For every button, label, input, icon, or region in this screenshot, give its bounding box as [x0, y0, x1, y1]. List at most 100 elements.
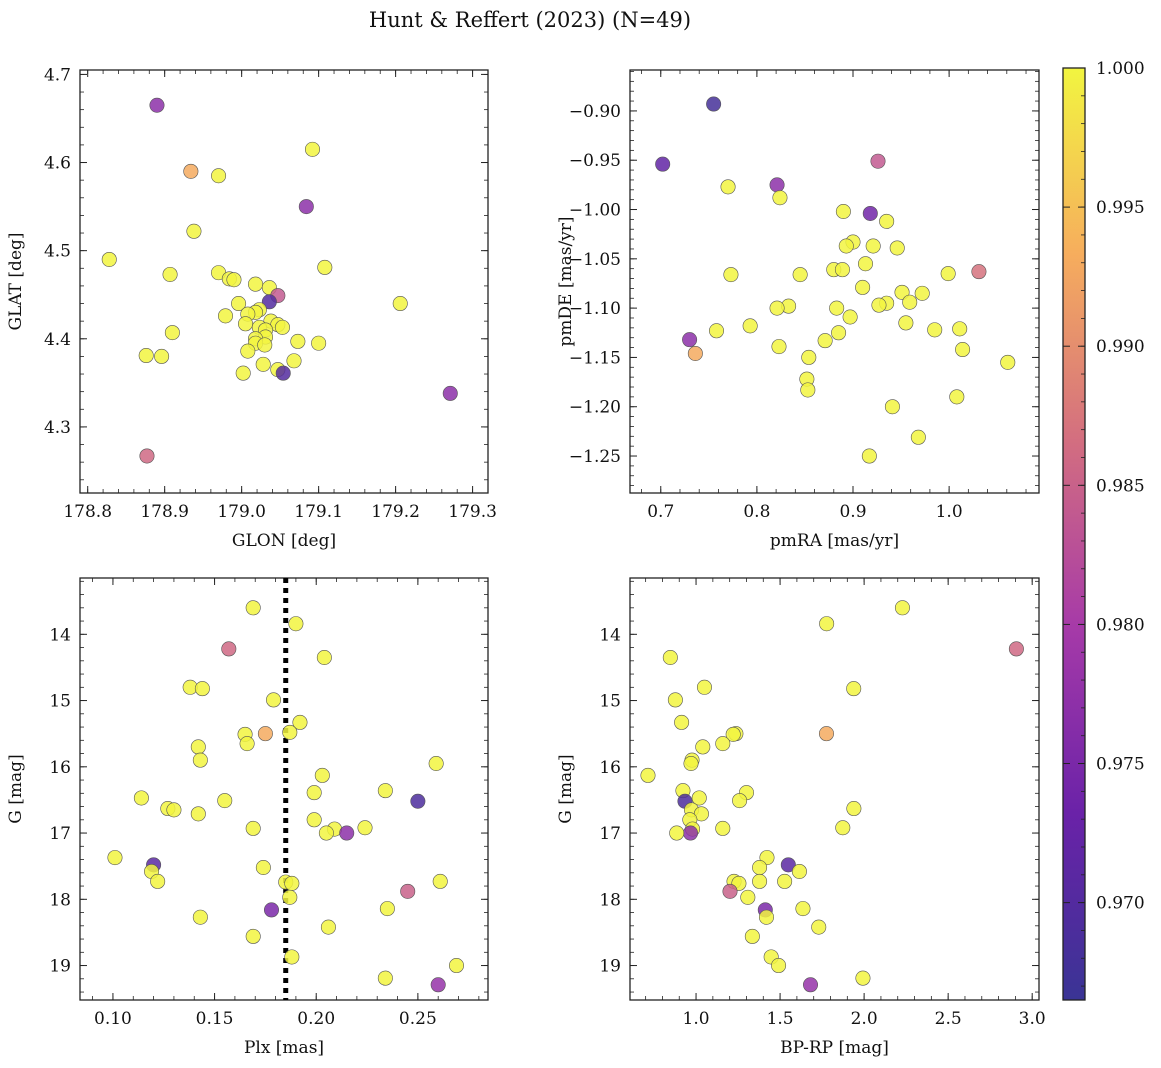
glon-glat-x-axis-label: GLON [deg] — [232, 531, 336, 551]
plx-g-point — [190, 806, 206, 822]
pmra-pmde-point — [769, 177, 785, 193]
bprp-g-point — [835, 820, 851, 836]
plx-g-point — [339, 825, 355, 841]
glon-glat-point — [238, 316, 254, 332]
bprp-g-point — [819, 616, 835, 632]
pmra-pmde-point — [706, 96, 722, 112]
bprp-g-point — [640, 767, 656, 783]
pmra-pmde-x-tick-label: 0.9 — [839, 502, 866, 522]
glon-glat-point — [248, 276, 264, 292]
plx-g-y-tick-label: 18 — [49, 890, 71, 910]
pmra-pmde-point — [861, 448, 877, 464]
plx-g-y-tick-label: 14 — [49, 625, 71, 645]
plx-g-point — [150, 873, 166, 889]
plx-g-point — [314, 767, 330, 783]
bprp-g-point — [667, 692, 683, 708]
glon-glat-point — [101, 251, 117, 267]
plx-g-x-axis-label: Plx [mas] — [244, 1038, 324, 1058]
glon-glat-x-tick-label: 178.8 — [63, 502, 112, 522]
bprp-g-point — [777, 873, 793, 889]
bprp-g-point — [696, 679, 712, 695]
glon-glat-y-tick-label: 4.4 — [44, 330, 71, 350]
bprp-g-x-axis-label: BP-RP [mag] — [780, 1038, 889, 1058]
pmra-pmde-point — [801, 349, 817, 365]
pmra-pmde-point — [855, 279, 871, 295]
figure-title: Hunt & Reffert (2023) (N=49) — [369, 8, 691, 32]
plx-g-point — [432, 873, 448, 889]
bprp-g-point — [752, 860, 768, 876]
plx-g-y-tick-label: 17 — [49, 824, 71, 844]
plx-g-point — [190, 739, 206, 755]
glon-glat-point — [392, 296, 408, 312]
pmra-pmde-point — [742, 318, 758, 334]
bprp-g-point — [795, 901, 811, 917]
pmra-pmde-point — [971, 264, 987, 280]
pmra-pmde-point — [838, 238, 854, 254]
pmra-pmde-point — [682, 332, 698, 348]
pmra-pmde-point — [655, 156, 671, 172]
plx-g-point — [257, 726, 273, 742]
glon-glat-point — [162, 266, 178, 282]
pmra-pmde-point — [769, 300, 785, 316]
glon-glat-point — [138, 348, 154, 364]
glon-glat-point — [226, 272, 242, 288]
pmra-pmde-point — [889, 240, 905, 256]
pmra-pmde-point — [952, 321, 968, 337]
colorbar-ticks: 0.970 0.975 0.980 0.985 0.990 0.995 1.000 — [1063, 59, 1145, 987]
plx-g-point — [282, 889, 298, 905]
pmra-pmde-x-tick-label: 0.8 — [743, 502, 770, 522]
pmra-pmde-point — [879, 213, 895, 229]
bprp-g-x-tick-label: 2.5 — [935, 1009, 962, 1029]
pmra-pmde-y-tick-label: −1.00 — [569, 201, 621, 221]
color-magnitude-panel: 1.0 1.5 2.0 2.5 3.0 14 15 16 17 18 19 BP-RP [mag] G … — [556, 577, 1046, 1058]
plx-g-point — [400, 883, 416, 899]
bprp-g-point — [683, 825, 699, 841]
bprp-g-point — [758, 909, 774, 925]
bprp-g-point — [846, 801, 862, 817]
glon-glat-point — [154, 348, 170, 364]
bprp-g-point — [1008, 641, 1024, 657]
bprp-g-point — [744, 928, 760, 944]
plx-g-point — [306, 785, 322, 801]
glon-glat-point — [186, 223, 202, 239]
pmra-pmde-point — [857, 256, 873, 272]
bprp-g-x-tick-label: 2.0 — [851, 1009, 878, 1029]
glon-glat-point — [317, 259, 333, 275]
glon-glat-point — [149, 97, 165, 113]
bprp-g-point — [674, 714, 690, 730]
pmra-pmde-point — [940, 266, 956, 282]
glon-glat-point — [304, 141, 320, 157]
bprp-g-y-tick-label: 16 — [599, 758, 621, 778]
plx-g-x-tick-label: 0.20 — [297, 1009, 335, 1029]
bprp-g-point — [715, 820, 731, 836]
colorbar-gradient — [1062, 67, 1086, 1001]
glon-glat-y-tick-label: 4.6 — [44, 154, 71, 174]
bprp-g-point — [695, 739, 711, 755]
plx-g-point — [320, 919, 336, 935]
colorbar-tick-label: 0.995 — [1096, 198, 1145, 218]
pmra-pmde-point — [800, 382, 816, 398]
glon-glat-x-tick-label: 179.0 — [217, 502, 266, 522]
bprp-g-x-tick-label: 1.0 — [683, 1009, 710, 1029]
colorbar-tick-label: 0.980 — [1096, 615, 1145, 635]
bprp-g-x-tick-label: 1.5 — [767, 1009, 794, 1029]
pmra-pmde-point — [771, 339, 787, 355]
pmra-pmde-point — [865, 238, 881, 254]
glon-glat-point — [240, 343, 256, 359]
colorbar-tick-label: 0.990 — [1096, 337, 1145, 357]
plx-g-point — [239, 736, 255, 752]
pmra-pmde-point — [835, 203, 851, 219]
pmra-pmde-point — [842, 309, 858, 325]
plx-g-point — [377, 783, 393, 799]
glon-glat-point — [164, 325, 180, 341]
pmra-pmde-y-tick-label: −1.05 — [569, 250, 621, 270]
glon-glat-y-axis-label: GLAT [deg] — [6, 232, 26, 330]
pmra-pmde-point — [914, 285, 930, 301]
bprp-g-point — [725, 726, 741, 742]
glon-glat-point — [255, 356, 271, 372]
bprp-g-y-tick-label: 19 — [599, 957, 621, 977]
pmra-pmde-point — [1000, 354, 1016, 370]
glon-glat-x-tick-label: 179.2 — [371, 502, 420, 522]
glon-glat-y-tick-label: 4.5 — [44, 242, 71, 262]
plx-g-point — [192, 909, 208, 925]
